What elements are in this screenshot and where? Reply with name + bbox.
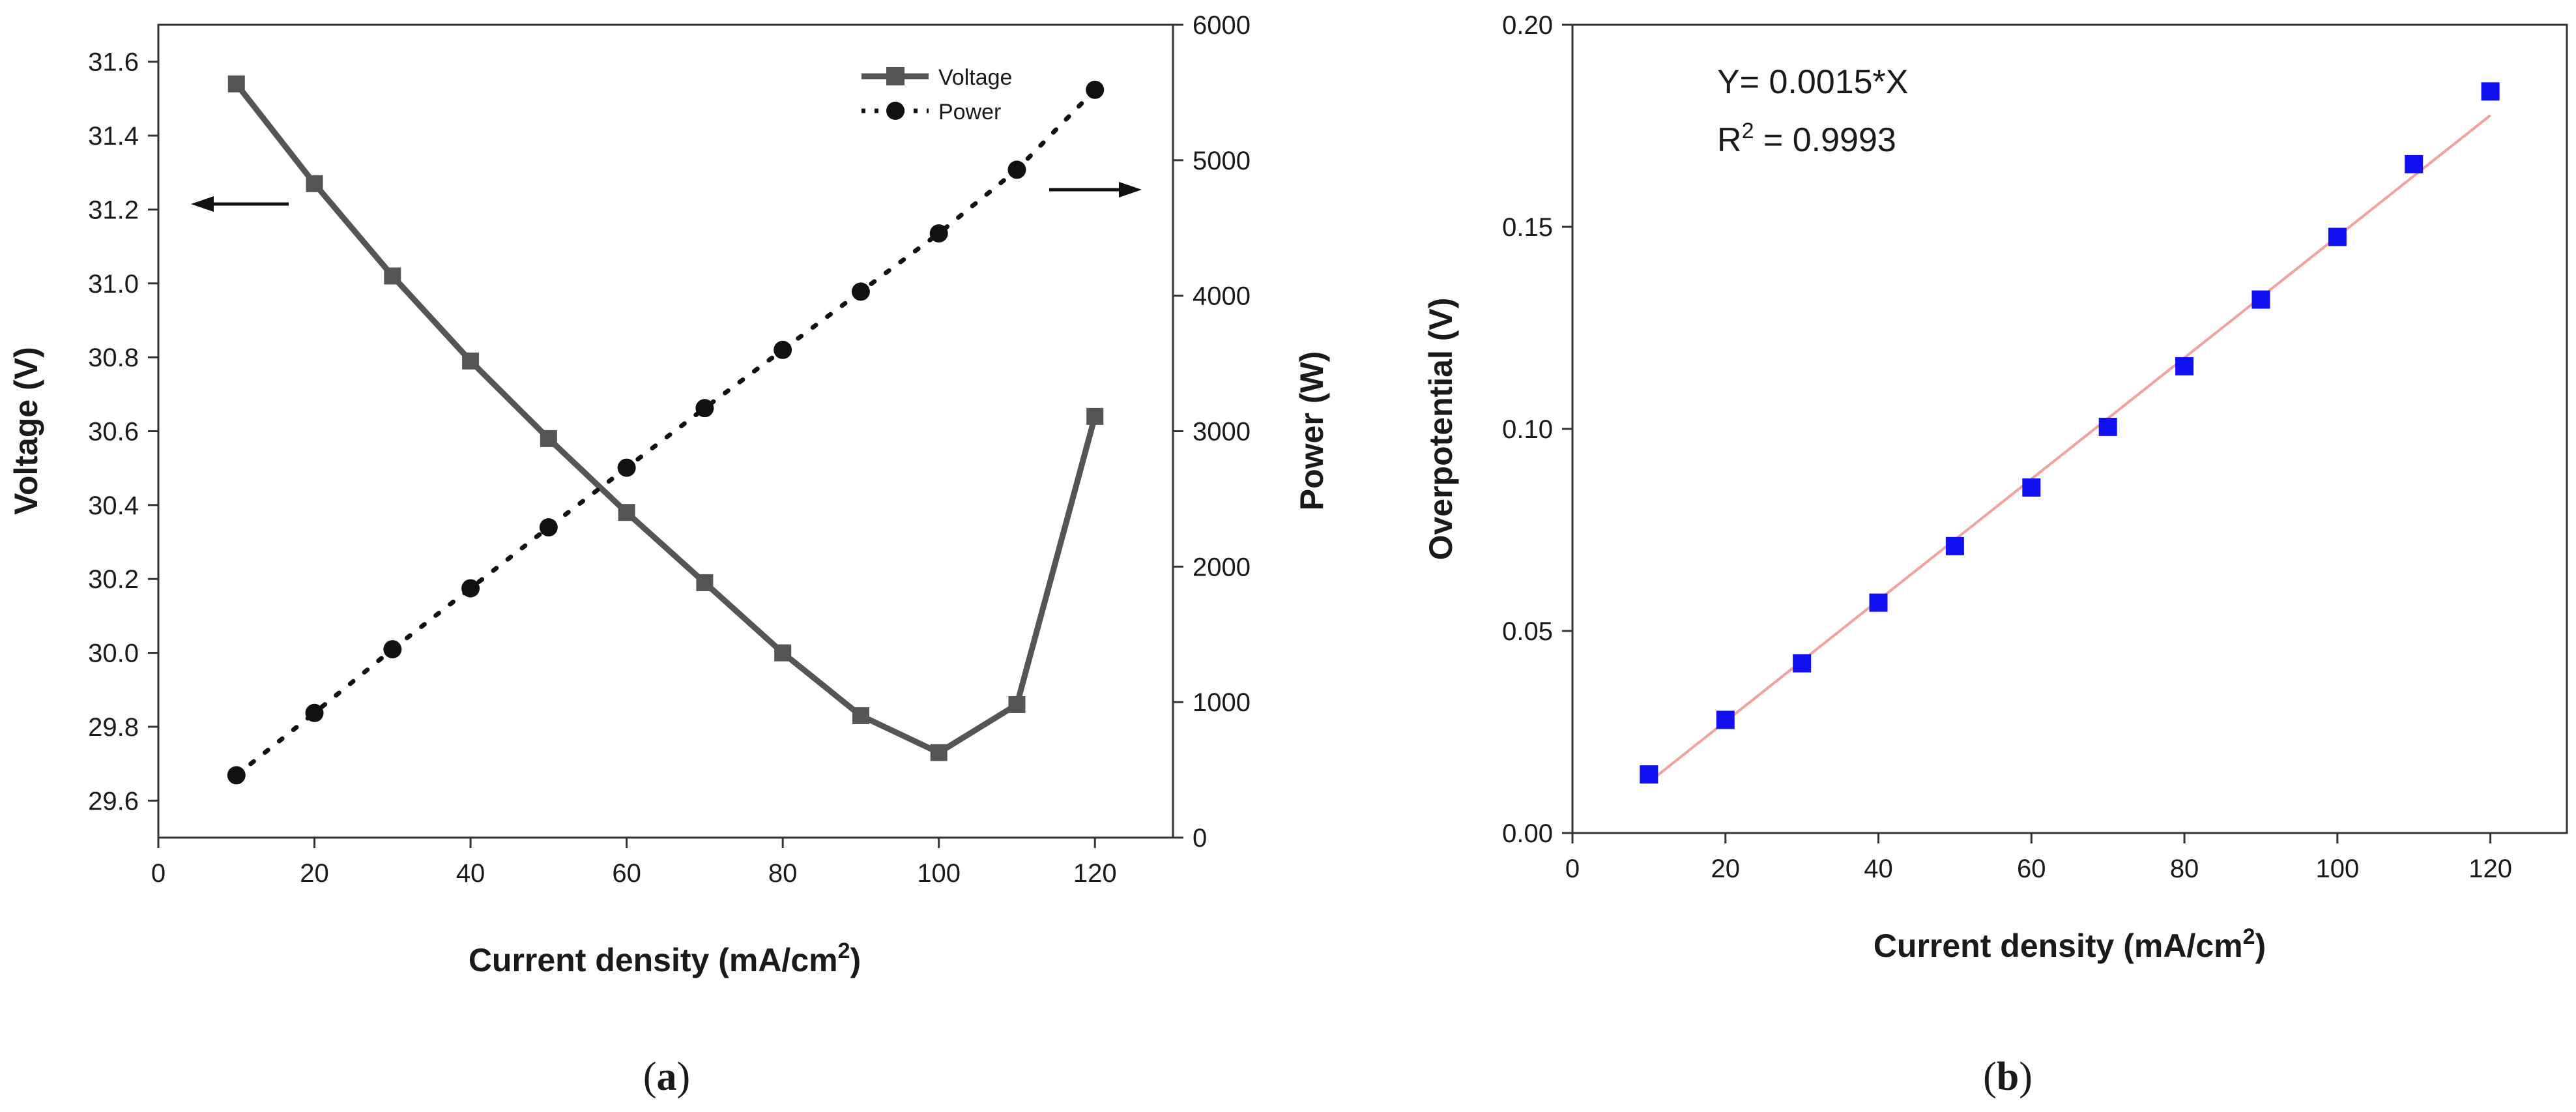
y-tick-label: 0.05	[1502, 617, 1553, 646]
overpotential-point	[2328, 227, 2347, 246]
power-line	[234, 87, 1097, 778]
panel-b-ylabel: Overpotential (V)	[1423, 298, 1459, 561]
legend-power-marker	[886, 102, 904, 120]
power-point	[1086, 80, 1105, 99]
y-tick-label: 0.15	[1502, 213, 1553, 242]
voltage-point	[462, 352, 480, 370]
x-tick-label: 20	[300, 859, 329, 888]
x-tick-label: 0	[151, 859, 166, 888]
panel-a-xlabel: Current density (mA/cm2)	[469, 939, 861, 978]
power-point	[383, 640, 402, 659]
fit-line	[1648, 114, 2491, 783]
y-tick-label: 0.00	[1502, 819, 1553, 848]
voltage-point	[1086, 407, 1104, 425]
y2-tick-label: 6000	[1193, 11, 1251, 40]
y-tick-label: 31.0	[88, 270, 139, 299]
overpotential-point	[2481, 82, 2500, 101]
panel-b-axes: 0 20 40 60 80 100 120 0.00 0.05 0.10 0.15 0.20	[1502, 11, 2512, 883]
panel-b-overpotential-chart: 0 20 40 60 80 100 120 0.00 0.05 0.10 0.15 0.20 Y= 0…	[1423, 11, 2568, 1099]
panel-a-voltage-power-chart: 0 20 40 60 80 100 120 29.6 29.8 30.0 30.2 30.4 30.6 3…	[8, 11, 1330, 1099]
power-point	[774, 340, 792, 359]
overpotential-point	[2098, 417, 2117, 436]
y2-tick-label: 4000	[1193, 282, 1251, 311]
y2-tick-label: 1000	[1193, 688, 1251, 717]
legend-voltage-label: Voltage	[938, 65, 1012, 90]
legend-voltage-marker	[886, 67, 904, 85]
voltage-point	[306, 175, 323, 192]
overpotential-point	[2022, 478, 2041, 497]
y-tick-label: 30.2	[88, 565, 139, 594]
legend-power-label: Power	[938, 100, 1001, 124]
y-tick-label: 29.8	[88, 713, 139, 742]
panel-a-axes: 0 20 40 60 80 100 120 29.6 29.8 30.0 30.2 30.4 30.6 3…	[88, 11, 1251, 888]
y-tick-label: 29.6	[88, 787, 139, 815]
voltage-point	[852, 707, 869, 724]
y-tick-label: 30.4	[88, 491, 139, 520]
overpotential-point	[1945, 536, 1964, 555]
y-tick-label: 30.6	[88, 418, 139, 446]
overpotential-point	[2175, 357, 2194, 375]
y2-tick-label: 5000	[1193, 147, 1251, 175]
y-tick-label: 0.20	[1502, 11, 1553, 40]
x-tick-label: 40	[456, 859, 485, 888]
x-tick-label: 120	[1073, 859, 1117, 888]
left-axis-arrow	[191, 196, 289, 212]
x-tick-label: 80	[768, 859, 798, 888]
overpotential-point	[1869, 593, 1888, 612]
voltage-point	[930, 744, 948, 761]
panel-a-series	[227, 75, 1105, 785]
power-point	[305, 703, 324, 722]
overpotential-point	[2405, 154, 2424, 173]
x-tick-label: 20	[1711, 855, 1741, 883]
x-tick-label: 40	[1864, 855, 1893, 883]
y-tick-label: 31.2	[88, 196, 139, 224]
y-tick-label: 0.10	[1502, 415, 1553, 444]
power-point	[929, 224, 948, 243]
power-point	[1007, 160, 1026, 179]
voltage-point	[540, 430, 557, 447]
panel-b-caption: (b)	[1983, 1055, 2033, 1099]
x-tick-label: 120	[2468, 855, 2512, 883]
voltage-point	[227, 75, 245, 93]
overpotential-point	[2251, 290, 2270, 309]
y-tick-label: 31.6	[88, 48, 139, 77]
panel-a-caption: (a)	[643, 1055, 690, 1099]
x-tick-label: 100	[917, 859, 961, 888]
power-point	[461, 579, 480, 598]
power-point	[695, 399, 714, 418]
x-tick-label: 60	[2017, 855, 2046, 883]
y-tick-label: 30.8	[88, 344, 139, 372]
power-point	[617, 458, 636, 477]
overpotential-point	[1640, 765, 1658, 784]
power-point	[851, 282, 870, 301]
y2-tick-label: 3000	[1193, 418, 1251, 446]
voltage-point	[696, 574, 714, 591]
x-tick-label: 60	[612, 859, 641, 888]
power-point	[227, 766, 246, 785]
voltage-point	[774, 644, 792, 662]
voltage-point	[384, 267, 401, 285]
overpotential-point	[1716, 710, 1735, 729]
panel-a-ylabel: Voltage (V)	[8, 347, 44, 514]
right-axis-arrow	[1049, 182, 1142, 198]
panel-a-legend: Voltage Power	[861, 65, 1012, 124]
power-point	[539, 518, 558, 537]
panel-b-series	[1640, 82, 2500, 784]
y2-tick-label: 0	[1193, 824, 1207, 853]
panel-a-y2label: Power (W)	[1294, 351, 1330, 510]
voltage-point	[618, 504, 635, 521]
y-tick-label: 31.4	[88, 122, 139, 151]
panel-b-fit-equation: Y= 0.0015*X	[1717, 63, 1908, 101]
panel-b-xlabel: Current density (mA/cm2)	[1874, 924, 2266, 964]
x-tick-label: 100	[2315, 855, 2359, 883]
x-tick-label: 80	[2170, 855, 2199, 883]
voltage-point	[1008, 695, 1026, 713]
overpotential-point	[1793, 654, 1812, 673]
x-tick-label: 0	[1565, 855, 1580, 883]
y2-tick-label: 2000	[1193, 553, 1251, 581]
panel-b-r-squared: R2 = 0.9993	[1717, 119, 1896, 159]
y-tick-label: 30.0	[88, 639, 139, 668]
voltage-line	[234, 81, 1098, 756]
